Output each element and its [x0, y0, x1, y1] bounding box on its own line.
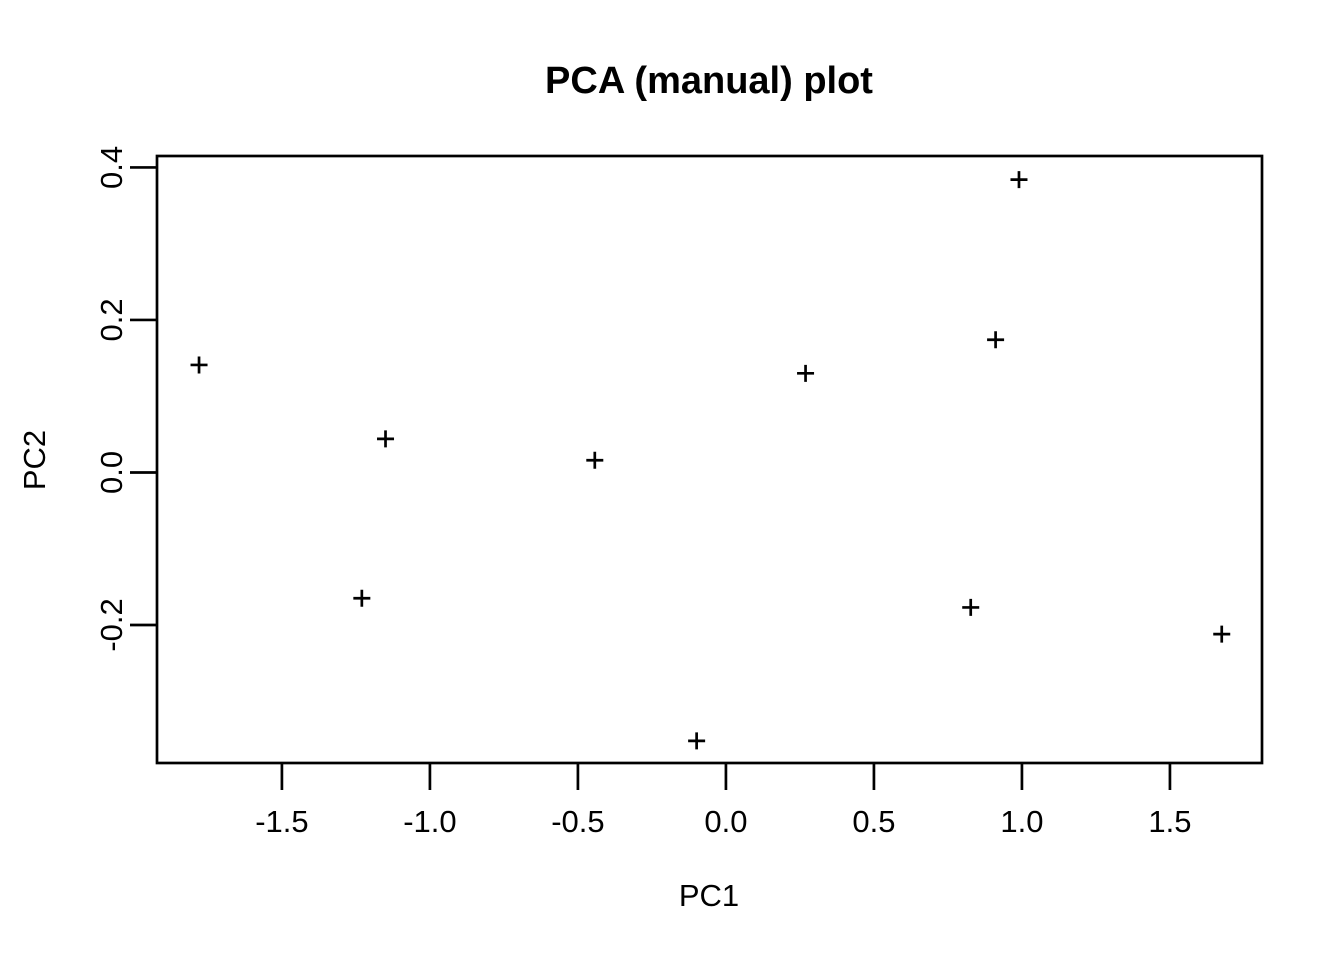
data-point-plus [377, 430, 395, 448]
data-point-plus [353, 589, 371, 607]
data-point-plus [190, 356, 208, 374]
data-point-layer [190, 171, 1231, 750]
y-axis-label: PC2 [17, 430, 52, 490]
x-axis-tick-label: 0.0 [704, 804, 747, 839]
data-point-plus [688, 732, 706, 750]
y-axis-tick-label: -0.2 [94, 598, 129, 651]
y-axis-tick-label: 0.2 [94, 298, 129, 341]
data-point-plus [987, 331, 1005, 349]
x-axis-tick-label: -1.5 [255, 804, 308, 839]
chart-title: PCA (manual) plot [545, 60, 873, 102]
x-axis-tick-label: 1.0 [1000, 804, 1043, 839]
plot-border [155, 154, 1264, 765]
x-axis-tick-label: 1.5 [1148, 804, 1191, 839]
x-axis-tick-label: 0.5 [852, 804, 895, 839]
y-axis-tick-label: 0.0 [94, 451, 129, 494]
data-point-plus [586, 451, 604, 469]
data-point-plus [962, 598, 980, 616]
tick-layer: -1.5 -1.0 -0.5 0.0 0.5 1.0 1.5 -0.2 0.0 0.2 0.4 [94, 146, 1191, 839]
x-axis-label: PC1 [679, 878, 739, 913]
data-point-plus [1213, 625, 1231, 643]
plot-box-layer [155, 154, 1264, 765]
data-point-plus [797, 364, 815, 382]
x-axis-tick-label: -0.5 [551, 804, 604, 839]
y-axis-tick-label: 0.4 [94, 146, 129, 189]
x-axis-tick-label: -1.0 [403, 804, 456, 839]
data-point-plus [1010, 171, 1028, 189]
